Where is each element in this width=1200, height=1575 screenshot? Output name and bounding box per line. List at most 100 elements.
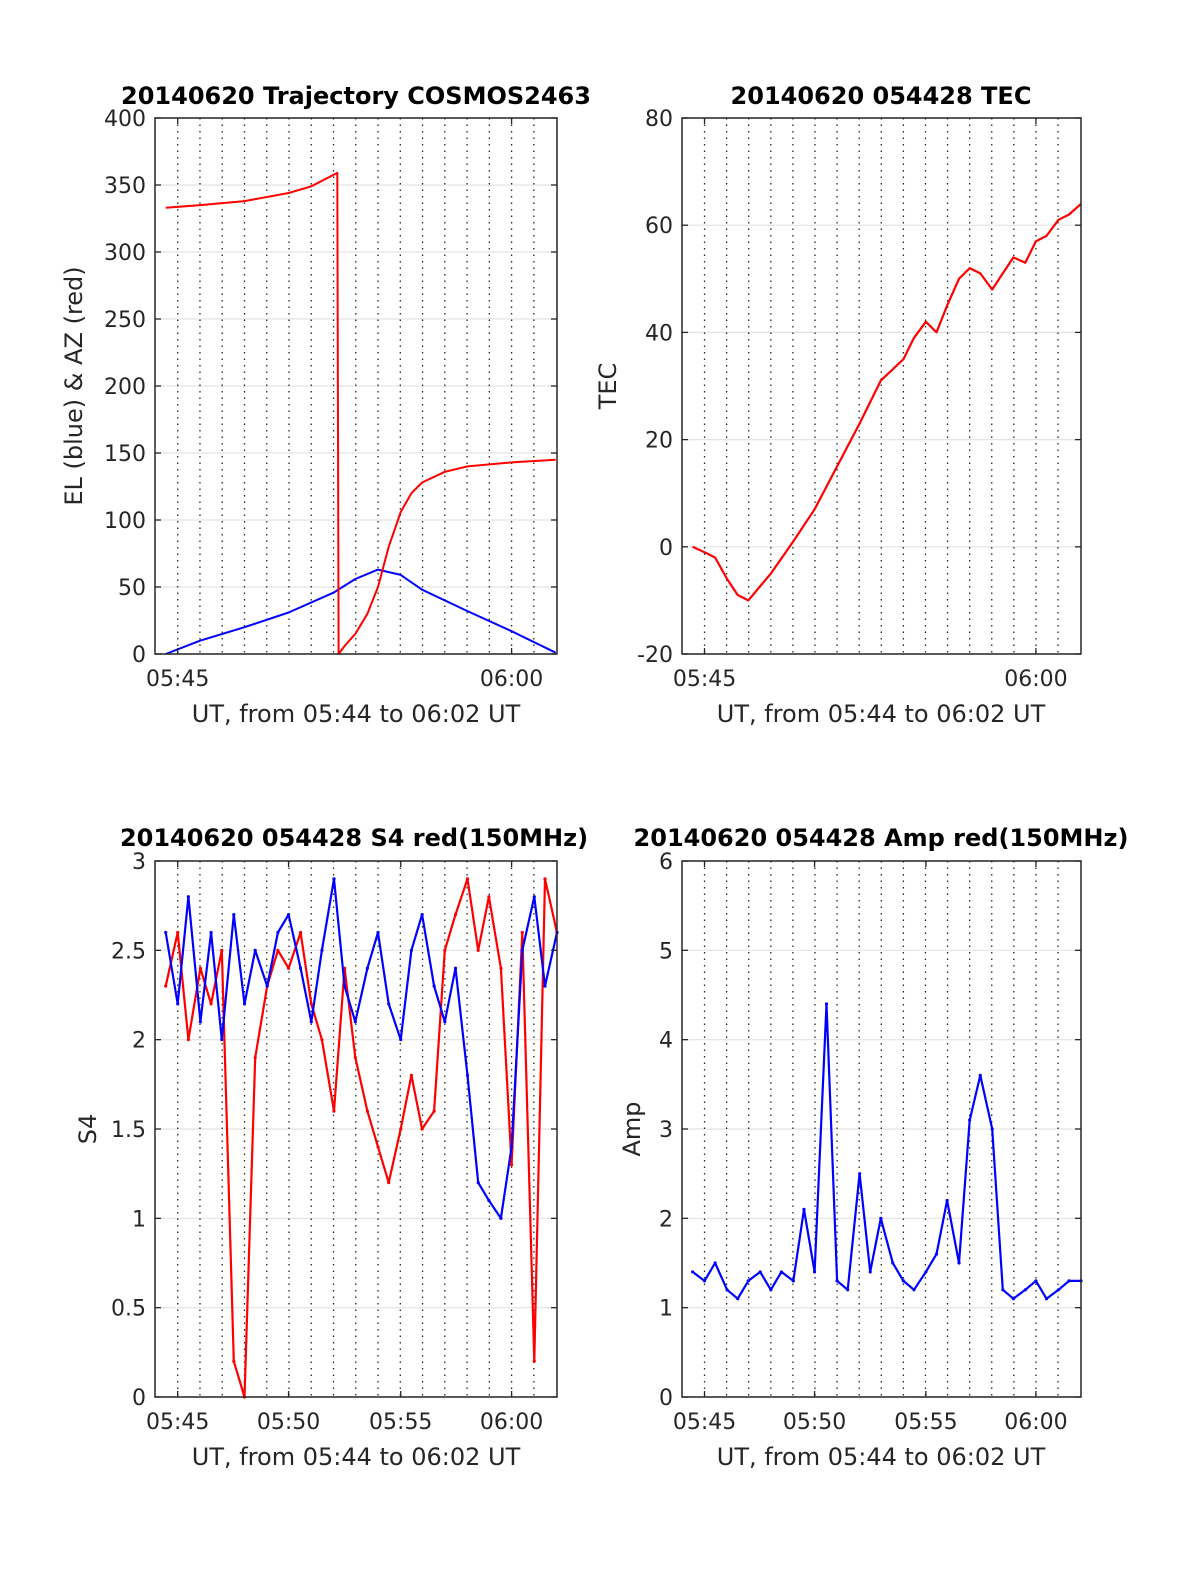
amp-ytick-label: 6	[659, 850, 673, 875]
s4-point	[176, 930, 180, 935]
amp-ytick-label: 0	[659, 1386, 673, 1411]
amp-point	[990, 1127, 994, 1131]
amp-point	[779, 1270, 784, 1274]
traj-xtick-label: 06:00	[480, 667, 543, 692]
s4-point	[420, 913, 424, 917]
s4-ytick-label: 0.5	[111, 1297, 146, 1322]
s4-point	[443, 948, 447, 952]
amp-xtick-label: 05:45	[673, 1410, 736, 1435]
amp-ytick-label: 5	[659, 939, 673, 964]
tec-ytick-label: -20	[637, 643, 673, 668]
traj-ytick-label: 150	[104, 442, 146, 467]
panel-s4: 0 0.5 1 1.5 2 2.5 3 05:45 05:50 05:55 06:00 201406…	[74, 824, 588, 1471]
amp-point	[957, 1261, 961, 1265]
s4-point	[487, 895, 491, 899]
s4-ytick-label: 3	[132, 850, 146, 875]
s4-point	[509, 1145, 514, 1149]
traj-title: 20140620 Trajectory COSMOS2463	[121, 82, 591, 110]
amp-point	[901, 1279, 905, 1283]
s4-point	[343, 984, 347, 988]
s4-point	[376, 930, 380, 935]
s4-point	[353, 1055, 357, 1060]
amp-xtick-label: 05:55	[894, 1410, 957, 1435]
traj-series-red	[165, 171, 556, 655]
amp-ylabel: Amp	[618, 1101, 646, 1156]
amp-point	[812, 1270, 817, 1274]
amp-point	[691, 1270, 695, 1274]
tec-grid	[682, 117, 1081, 655]
s4-point	[286, 913, 291, 917]
s4-point	[376, 1145, 380, 1149]
s4-point	[543, 984, 547, 988]
s4-point	[532, 895, 536, 899]
s4-point	[520, 948, 524, 952]
s4-point	[220, 948, 224, 952]
tec-xtick-label: 05:45	[673, 667, 736, 692]
s4-point	[242, 1002, 247, 1006]
amp-point	[868, 1270, 872, 1274]
amp-point	[1023, 1288, 1027, 1292]
s4-point	[209, 930, 213, 935]
s4-title: 20140620 054428 S4 red(150MHz)	[120, 824, 588, 852]
s4-point	[409, 1073, 414, 1077]
panel-trajectory: 0 50 100 150 200 250 300 350 400 05:45 06:00 20140…	[60, 82, 591, 728]
amp-point	[702, 1279, 707, 1283]
tec-ylabel: TEC	[594, 363, 622, 411]
s4-point	[232, 913, 236, 917]
s4-point	[186, 1038, 190, 1042]
amp-ytick-label: 1	[659, 1297, 673, 1322]
tec-series-red	[692, 202, 1082, 602]
traj-lines	[165, 171, 557, 655]
s4-point	[453, 913, 458, 917]
s4-point	[399, 1038, 403, 1042]
amp-series-blue	[691, 1002, 1081, 1300]
s4-point	[164, 984, 168, 988]
amp-point	[758, 1270, 762, 1274]
traj-ylabel: EL (blue) & AZ (red)	[60, 266, 88, 505]
s4-point	[276, 948, 280, 952]
s4-lines	[164, 877, 559, 1399]
s4-xtick-label: 05:50	[257, 1410, 320, 1435]
s4-point	[320, 948, 324, 952]
amp-point	[746, 1279, 750, 1283]
traj-xtick-label: 05:45	[146, 667, 209, 692]
amp-ytick-label: 4	[659, 1029, 673, 1054]
s4-point	[487, 1198, 491, 1203]
amp-point	[968, 1118, 972, 1122]
amp-point	[978, 1073, 982, 1077]
s4-point	[387, 1181, 391, 1185]
traj-xlabel: UT, from 05:44 to 06:02 UT	[192, 700, 521, 728]
s4-point	[286, 966, 291, 970]
s4-point	[543, 877, 547, 881]
s4-point	[420, 1127, 424, 1131]
s4-point	[520, 930, 524, 935]
s4-point	[476, 1181, 480, 1185]
s4-point	[186, 895, 190, 899]
s4-xtick-label: 06:00	[480, 1410, 543, 1435]
s4-point	[198, 1020, 203, 1024]
traj-series-blue	[165, 568, 557, 655]
s4-point	[509, 1163, 514, 1167]
tec-ytick-label: 60	[645, 214, 673, 239]
s4-point	[209, 1002, 213, 1006]
s4-point	[453, 966, 458, 970]
amp-xlabel: UT, from 05:44 to 06:02 UT	[717, 1443, 1046, 1471]
s4-point	[399, 1127, 403, 1131]
s4-point	[265, 984, 269, 988]
amp-point	[945, 1198, 949, 1203]
traj-ytick-label: 250	[104, 308, 146, 333]
traj-ytick-label: 0	[132, 643, 146, 668]
s4-point	[309, 1020, 313, 1024]
s4-point	[220, 1038, 224, 1042]
s4-point	[465, 877, 470, 881]
amp-ticks: 0 1 2 3 4 5 6 05:45 05:50 05:55 06:00	[659, 850, 1081, 1435]
s4-point	[443, 1020, 447, 1024]
amp-point	[1034, 1279, 1038, 1283]
amp-point	[1011, 1297, 1015, 1301]
s4-xtick-label: 05:45	[146, 1410, 209, 1435]
s4-point	[332, 877, 336, 881]
s4-ytick-label: 1	[132, 1207, 146, 1232]
s4-ytick-label: 1.5	[111, 1118, 146, 1143]
s4-point	[387, 1002, 391, 1006]
